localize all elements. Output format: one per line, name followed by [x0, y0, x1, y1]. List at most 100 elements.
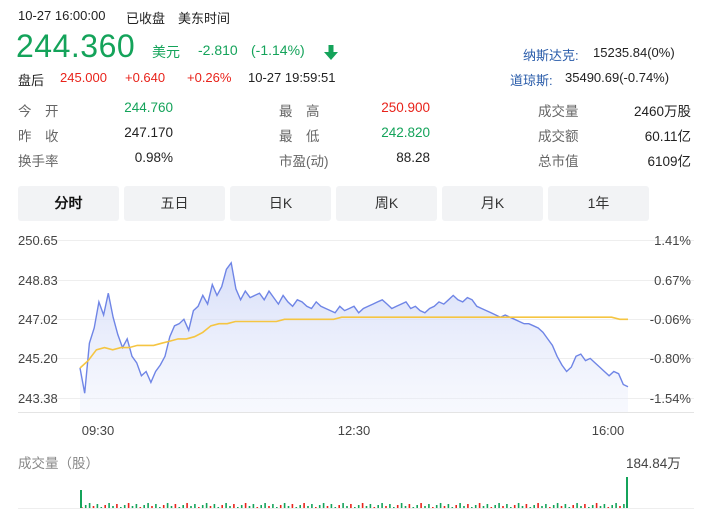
volume-bar	[260, 505, 262, 508]
volume-bar	[513, 505, 516, 508]
tab-weekly-k[interactable]: 周K	[336, 186, 437, 221]
volume-bar	[116, 504, 118, 508]
volume-bar	[190, 506, 192, 508]
volume-bar	[471, 507, 473, 508]
currency: 美元	[152, 44, 180, 60]
volume-bar	[490, 507, 493, 508]
volume-bar	[318, 505, 321, 508]
volume-bar	[420, 503, 422, 508]
volume-bar	[299, 505, 301, 508]
volume-bar	[455, 505, 457, 508]
tab-monthly-k[interactable]: 月K	[442, 186, 543, 221]
tab-daily-k[interactable]: 日K	[230, 186, 331, 221]
y-tick-label-right: -0.80%	[650, 351, 692, 366]
volume-bar	[443, 506, 446, 508]
stat-label-turnover-rate: 换手率	[18, 154, 59, 169]
volume-bar	[560, 506, 563, 508]
volume-bar	[556, 503, 559, 508]
volume-bar	[400, 503, 403, 508]
volume-bar	[104, 505, 106, 508]
volume-bar	[256, 507, 259, 508]
volume-bar	[607, 507, 610, 508]
price-line	[79, 261, 629, 394]
volume-bar	[506, 504, 508, 508]
volume-bar	[178, 507, 181, 508]
volume-bar	[591, 505, 594, 508]
down-arrow-icon	[324, 45, 338, 60]
volume-bar	[209, 506, 212, 508]
volume-bar	[603, 504, 606, 508]
volume-bar	[428, 504, 430, 508]
after-hours-time: 10-27 19:59:51	[248, 70, 336, 85]
volume-bar	[92, 506, 95, 508]
volume-bar	[120, 507, 122, 508]
stat-value-prev-close: 247.170	[124, 125, 173, 140]
chart-period-tabs: 分时 五日 日K 周K 月K 1年	[18, 186, 695, 221]
volume-bar	[291, 504, 294, 508]
volume-bar	[381, 503, 383, 508]
volume-bar	[315, 507, 317, 508]
volume-bar	[541, 506, 543, 508]
volume-bar	[346, 506, 348, 508]
volume-bar	[357, 505, 360, 508]
volume-bar	[135, 504, 138, 508]
volume-bar	[342, 503, 344, 508]
stat-value-open: 244.760	[124, 100, 173, 115]
volume-bar	[365, 506, 368, 508]
volume-bar	[88, 503, 91, 508]
dow-link[interactable]: 道琼斯:	[510, 73, 553, 88]
volume-bar	[615, 503, 617, 508]
volume-bar	[447, 504, 450, 508]
stat-label-pe: 市盈(动)	[279, 154, 329, 169]
volume-bar	[217, 507, 220, 508]
tab-five-day[interactable]: 五日	[124, 186, 225, 221]
volume-bar	[502, 506, 504, 508]
volume-bar	[155, 504, 157, 508]
volume-bar	[412, 507, 415, 508]
volume-bar	[580, 506, 582, 508]
volume-bar	[229, 506, 231, 508]
volume-bar	[494, 505, 496, 508]
volume-bar	[272, 504, 274, 508]
volume-bar	[595, 503, 598, 508]
volume-bar	[174, 504, 177, 508]
volume-bar	[268, 506, 270, 508]
nasdaq-value: 15235.84(0%)	[593, 45, 675, 60]
y-tick-label-left: 245.20	[18, 351, 58, 366]
volume-bar	[361, 503, 364, 508]
volume-bar	[389, 504, 391, 508]
stat-value-low: 242.820	[381, 125, 430, 140]
volume-bar-close	[626, 477, 628, 508]
volume-bar	[529, 507, 532, 508]
x-tick-label: 16:00	[592, 423, 625, 438]
y-tick-label-right: -1.54%	[650, 391, 692, 406]
nasdaq-link[interactable]: 纳斯达克:	[523, 48, 579, 63]
volume-bar	[373, 507, 376, 508]
volume-bar	[108, 503, 110, 508]
volume-bar	[459, 503, 461, 508]
volume-bar	[369, 504, 372, 508]
price-area-fill	[80, 262, 628, 412]
volume-bar	[619, 506, 621, 508]
volume-bar	[486, 504, 489, 508]
volume-bar	[96, 504, 99, 508]
volume-bar	[248, 506, 251, 508]
tab-one-year[interactable]: 1年	[548, 186, 649, 221]
stat-label-volume: 成交量	[538, 104, 579, 119]
volume-bar	[404, 506, 407, 508]
volume-bar	[435, 505, 438, 508]
volume-bar	[225, 503, 227, 508]
stat-value-high: 250.900	[381, 100, 430, 115]
volume-bar	[474, 505, 477, 508]
y-tick-label-right: 0.67%	[654, 273, 691, 288]
volume-bar	[599, 506, 602, 508]
volume-bar	[478, 503, 481, 508]
volume-bar	[623, 504, 625, 508]
y-tick-label-left: 248.83	[18, 273, 58, 288]
volume-bar	[510, 507, 512, 508]
volume-bar	[194, 504, 196, 508]
y-tick-label-right: -0.06%	[650, 312, 692, 327]
tab-intraday[interactable]: 分时	[18, 186, 119, 221]
volume-bar	[463, 506, 465, 508]
